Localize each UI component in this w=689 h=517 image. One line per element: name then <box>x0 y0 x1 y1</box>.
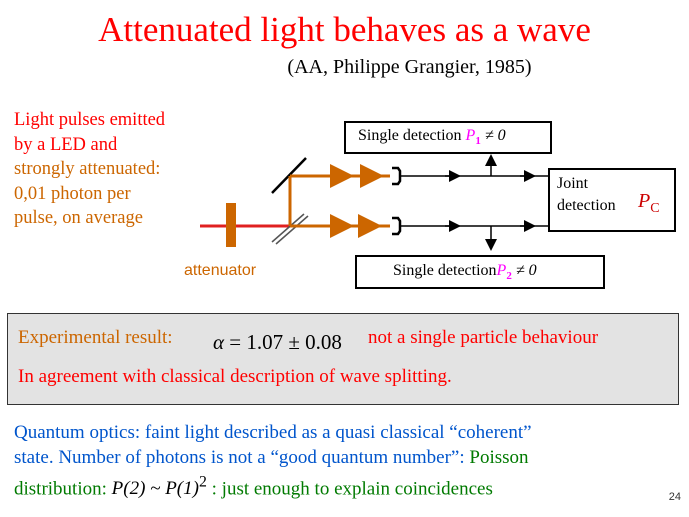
slide-title: Attenuated light behaves as a wave <box>98 10 591 49</box>
single-detection-label-1: Single detection <box>358 127 466 144</box>
mirror <box>271 157 307 194</box>
experiment-diagram <box>200 154 549 251</box>
result-formula: α = 1.07 ± 0.08 <box>213 330 342 354</box>
qo-line-2: state. Number of photons is not a “good … <box>14 447 529 468</box>
p2-symbol: P2 <box>496 262 512 283</box>
result-conclusion: In agreement with classical description … <box>18 366 452 387</box>
single-detection-box-1: Single detection P1 ≠ 0 <box>344 121 552 154</box>
joint-line-1: Joint <box>557 175 589 192</box>
pc-symbol: PC <box>638 190 660 216</box>
description-line-2: by a LED and <box>14 134 118 155</box>
qo-line-3: distribution: P(2) ~ P(1)2 : just enough… <box>14 474 493 500</box>
page-number: 24 <box>668 491 681 503</box>
joint-detection-box: Joint detection PC <box>548 168 676 232</box>
description-line-4: 0,01 photon per <box>14 183 131 204</box>
result-label: Experimental result: <box>18 327 173 348</box>
detector-1 <box>392 166 402 186</box>
p1-relation: ≠ 0 <box>480 127 506 144</box>
single-detection-label-2: Single detection <box>393 262 497 279</box>
result-note: not a single particle behaviour <box>368 327 599 348</box>
detector-2 <box>392 216 402 236</box>
slide-subtitle: (AA, Philippe Grangier, 1985) <box>287 56 532 78</box>
description-line-3: strongly attenuated: <box>14 159 161 179</box>
quantum-optics-text: Quantum optics: faint light described as… <box>14 420 674 501</box>
qo-line-1: Quantum optics: faint light described as… <box>14 422 532 443</box>
p2-relation: ≠ 0 <box>511 262 537 279</box>
joint-line-2: detection <box>557 197 616 214</box>
beam-splitter <box>271 213 305 243</box>
p1-symbol: P1 <box>465 127 481 148</box>
description-line-1: Light pulses emitted <box>14 110 166 130</box>
single-detection-box-2: Single detectionP2 ≠ 0 <box>355 255 605 289</box>
attenuator-block <box>226 203 236 247</box>
attenuator-label: attenuator <box>184 262 257 279</box>
result-box: Experimental result: α = 1.07 ± 0.08 not… <box>7 313 679 405</box>
setup-description: Light pulses emitted by a LED and strong… <box>14 108 224 231</box>
description-line-5: pulse, on average <box>14 208 143 228</box>
